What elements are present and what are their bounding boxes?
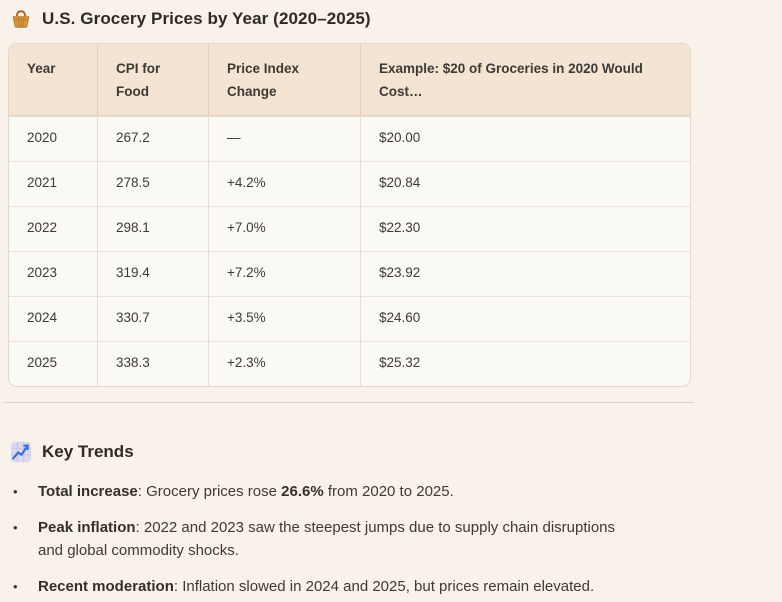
cell-year: 2021 (27, 175, 58, 190)
section-divider (3, 402, 694, 403)
cell-example: $24.60 (360, 297, 690, 341)
cell-change: +3.5% (208, 297, 360, 341)
table-row: 2025 338.3 +2.3% $25.32 (9, 341, 690, 386)
table-row: 2022 298.1 +7.0% $22.30 (9, 206, 690, 251)
cell-example: $22.30 (360, 207, 690, 251)
cell-example: $23.92 (360, 252, 690, 296)
cell-change: +7.2% (208, 252, 360, 296)
bullet-text: Recent moderation: Inflation slowed in 2… (38, 578, 595, 595)
cell-year: 2025 (27, 355, 58, 370)
table-row: 2024 330.7 +3.5% $24.60 (9, 296, 690, 341)
key-trends-heading-row: Key Trends (10, 441, 782, 463)
cell-year: 2023 (27, 265, 58, 280)
cell-cpi: 298.1 (97, 207, 208, 251)
basket-icon (12, 10, 30, 28)
page-title: U.S. Grocery Prices by Year (2020–2025) (42, 9, 371, 28)
table-row: 2023 319.4 +7.2% $23.92 (9, 251, 690, 296)
table-header-row: Year CPI for Food Price Index Change Exa… (9, 44, 690, 116)
table-header-cpi: CPI for Food (97, 44, 208, 115)
bullet-marker: • (13, 520, 18, 535)
list-item: • Total increase: Grocery prices rose 26… (10, 480, 782, 503)
bullet-text: Peak inflation: 2022 and 2023 saw the st… (38, 519, 616, 559)
cell-year: 2022 (27, 220, 58, 235)
table-row: 2020 267.2 — $20.00 (9, 116, 690, 161)
page-title-row: U.S. Grocery Prices by Year (2020–2025) (10, 8, 782, 30)
bullet-marker: • (13, 579, 18, 594)
table-header-price-index-change: Price Index Change (208, 44, 360, 115)
list-item: • Peak inflation: 2022 and 2023 saw the … (10, 516, 782, 562)
table-header-year: Year (27, 61, 56, 76)
grocery-prices-table: Year CPI for Food Price Index Change Exa… (8, 43, 691, 387)
cell-change: +7.0% (208, 207, 360, 251)
chart-increasing-icon (10, 441, 32, 463)
cell-example: $20.84 (360, 162, 690, 206)
cell-change: +2.3% (208, 342, 360, 386)
cell-change: +4.2% (208, 162, 360, 206)
cell-example: $20.00 (360, 117, 690, 161)
cell-year: 2020 (27, 130, 58, 145)
cell-cpi: 330.7 (97, 297, 208, 341)
cell-year: 2024 (27, 310, 58, 325)
table-row: 2021 278.5 +4.2% $20.84 (9, 161, 690, 206)
key-trends-list: • Total increase: Grocery prices rose 26… (10, 480, 782, 598)
key-trends-title: Key Trends (42, 442, 134, 461)
bullet-text: Total increase: Grocery prices rose 26.6… (38, 483, 454, 500)
cell-change: — (208, 117, 360, 161)
cell-cpi: 338.3 (97, 342, 208, 386)
cell-example: $25.32 (360, 342, 690, 386)
list-item: • Recent moderation: Inflation slowed in… (10, 575, 782, 598)
bullet-marker: • (13, 484, 18, 499)
cell-cpi: 278.5 (97, 162, 208, 206)
cell-cpi: 267.2 (97, 117, 208, 161)
cell-cpi: 319.4 (97, 252, 208, 296)
table-header-example: Example: $20 of Groceries in 2020 Would … (360, 44, 690, 115)
